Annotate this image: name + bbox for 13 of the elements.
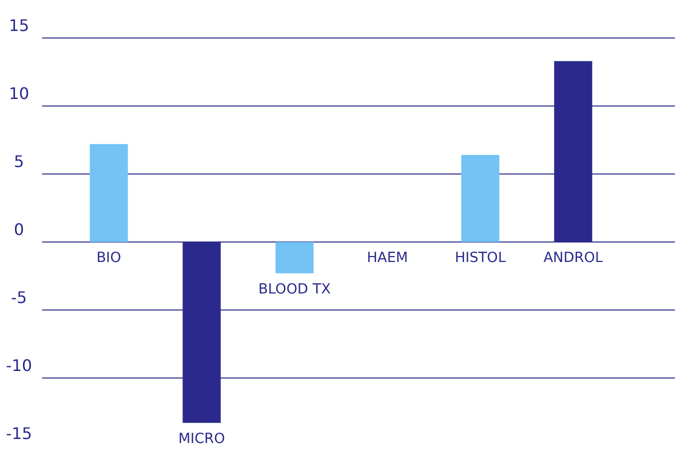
y-tick-label: 15 (8, 16, 30, 35)
x-tick-label: BIO (96, 250, 122, 266)
x-tick-label: ANDROL (543, 250, 604, 266)
x-tick-label: HAEM (366, 250, 408, 266)
y-tick-label: 5 (14, 152, 24, 171)
y-tick-label: -10 (6, 356, 32, 375)
x-tick-label: MICRO (178, 430, 226, 447)
y-tick-label: 0 (14, 220, 24, 239)
y-tick-label: -15 (6, 424, 32, 443)
y-tick-label: -5 (11, 288, 27, 307)
y-tick-label: 10 (8, 84, 30, 103)
x-tick-label: HISTOL (454, 250, 506, 266)
x-tick-label: BLOOD TX (258, 281, 332, 298)
